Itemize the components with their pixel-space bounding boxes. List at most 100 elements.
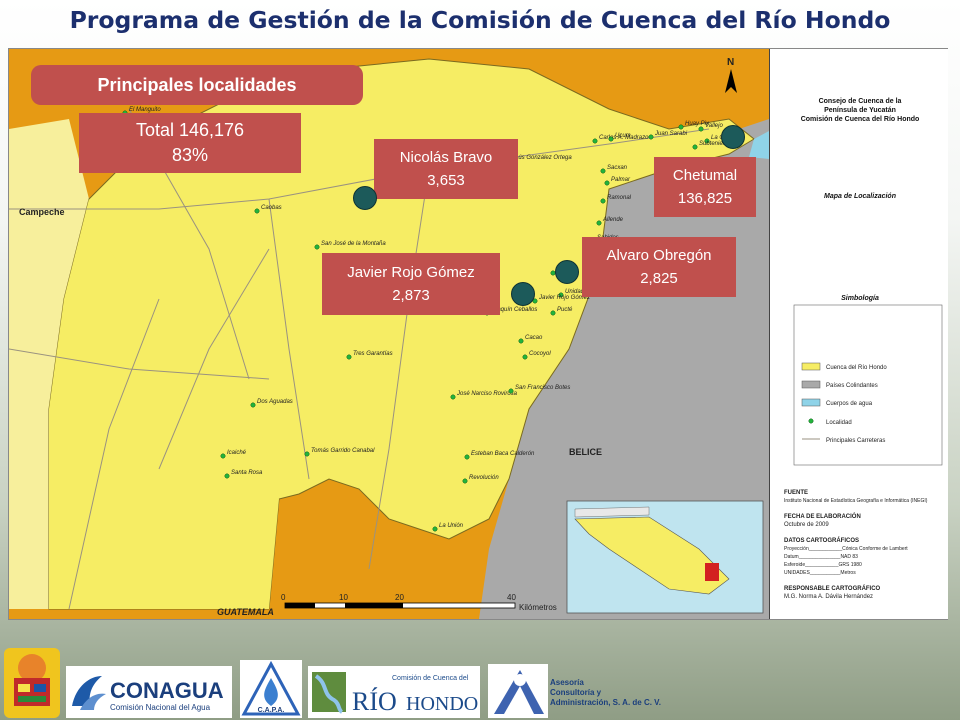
place-label: Javier Rojo Gómez [538, 295, 590, 301]
place-label: Joaquín Ceballos [490, 307, 537, 313]
callout-nicolas-bravo: Nicolás Bravo 3,653 [374, 139, 518, 199]
locality-dot [432, 526, 438, 532]
label-guatemala: GUATEMALA [217, 607, 274, 617]
callout-javier-name: Javier Rojo Gómez [347, 264, 475, 281]
rio-hondo-hondo: HONDO [406, 693, 478, 715]
locality-dot [518, 338, 524, 344]
place-label: Sacxan [607, 165, 628, 171]
svg-text:Octubre de 2009: Octubre de 2009 [784, 522, 829, 528]
place-label: Jesús González Ortega [508, 155, 572, 161]
label-belice: BELICE [569, 447, 602, 457]
callout-alvaro-name: Alvaro Obregón [606, 247, 712, 264]
logo-strip: CONAGUA Comisión Nacional del Agua C.A.P… [0, 646, 960, 720]
place-label: Tomás Garrido Canabal [311, 448, 375, 454]
place-label: Carlos A. Madrazo [599, 135, 649, 141]
map-frame: N Campeche BELICE GUATEMALA MorocoyEl Ma… [8, 48, 948, 620]
callout-javier-rojo-gomez: Javier Rojo Gómez 2,873 [322, 253, 500, 315]
callout-total: Total 146,176 83% [79, 113, 301, 173]
label-campeche: Campeche [19, 207, 65, 217]
locality-dot [648, 134, 654, 140]
place-label: Esteban Baca Calderón [471, 451, 535, 457]
place-label: San José de la Montaña [321, 241, 386, 247]
callout-principales-label: Principales localidades [97, 75, 297, 95]
place-label: Cocoyol [529, 351, 551, 357]
quintana-roo-seal [4, 648, 60, 718]
locality-dot [678, 124, 684, 130]
place-label: Revolución [469, 475, 499, 481]
callout-chetumal-name: Chetumal [672, 167, 738, 184]
locality-dot [600, 168, 606, 174]
locality-dot [314, 244, 320, 250]
legend-panel: Consejo de Cuenca de la Península de Yuc… [769, 49, 948, 619]
place-label: Santa Rosa [231, 470, 263, 476]
place-label: Caobas [261, 205, 282, 211]
locality-dot [220, 453, 226, 459]
svg-text:Proyección____________Cónica C: Proyección____________Cónica Conforme de… [784, 546, 908, 552]
asesoria-line-1: Asesoría [550, 678, 584, 687]
locality-dot [698, 126, 704, 132]
callout-total-percent: 83% [171, 145, 209, 165]
place-label: Tres Garantías [353, 351, 393, 357]
locality-dot [250, 402, 256, 408]
legend-item-1: Países Colindantes [826, 383, 878, 389]
pin-chetumal [721, 125, 745, 149]
locality-dot [224, 473, 230, 479]
legend-item-2: Cuerpos de agua [826, 401, 873, 407]
callout-principales: Principales localidades [31, 65, 363, 105]
locality-dot [346, 354, 352, 360]
place-label: Subteniente [699, 141, 732, 147]
svg-text:DATOS CARTOGRÁFICOS: DATOS CARTOGRÁFICOS [784, 537, 859, 544]
legend-org-3: Comisión de Cuenca del Río Hondo [801, 116, 920, 123]
place-label: El Manguito [129, 107, 161, 113]
asesoria-logo [488, 664, 548, 718]
svg-text:40: 40 [507, 593, 516, 602]
locality-dot [304, 451, 310, 457]
callout-alvaro-value: 2,825 [640, 270, 678, 287]
svg-text:M.G. Norma A. Dávila Hernández: M.G. Norma A. Dávila Hernández [784, 594, 873, 600]
locality-dot [462, 478, 468, 484]
locality-dot [558, 292, 564, 298]
svg-text:RESPONSABLE CARTOGRÁFICO: RESPONSABLE CARTOGRÁFICO [784, 585, 881, 592]
legend-item-0: Cuenca del Río Hondo [826, 365, 887, 371]
callout-nicolas-name: Nicolás Bravo [399, 149, 493, 166]
place-label: Dos Aguadas [257, 399, 293, 405]
place-label: José Narciso Rovirosa [456, 391, 518, 397]
svg-text:FUENTE: FUENTE [784, 490, 808, 496]
pin-nicolas-bravo [353, 186, 377, 210]
legend-item-3: Localidad [826, 420, 852, 426]
svg-text:N: N [727, 57, 734, 68]
asesoria-text: Asesoría Consultoría y Administración, S… [550, 678, 661, 708]
pin-alvaro-obregon [555, 260, 579, 284]
callout-javier-value: 2,873 [392, 287, 430, 304]
locality-dot [600, 198, 606, 204]
callout-chetumal-value: 136,825 [677, 190, 733, 207]
conagua-logo: CONAGUA Comisión Nacional del Agua [66, 666, 232, 718]
place-label: San Francisco Botes [515, 385, 570, 391]
inset-map [566, 500, 764, 614]
locality-dot [464, 454, 470, 460]
svg-text:Instituto Nacional de Estadíst: Instituto Nacional de Estadística Geogra… [784, 498, 928, 504]
asesoria-line-3: Administración, S. A. de C. V. [550, 698, 661, 707]
pin-javier-rojo-gomez [511, 282, 535, 306]
svg-text:0: 0 [281, 593, 286, 602]
locality-dot [604, 180, 610, 186]
place-label: Icaiché [227, 450, 247, 456]
north-arrow: N [725, 57, 737, 93]
svg-text:Datum_______________NAD 83: Datum_______________NAD 83 [784, 554, 858, 560]
conagua-name: CONAGUA [110, 678, 224, 703]
legend-org-1: Consejo de Cuenca de la [819, 98, 902, 105]
callout-chetumal: Chetumal 136,825 [654, 157, 756, 217]
roads [9, 108, 710, 610]
place-label: Palmar [611, 177, 631, 183]
capa-name: C.A.P.A. [258, 707, 285, 714]
callout-alvaro-obregon: Alvaro Obregón 2,825 [582, 237, 736, 297]
locality-dot [596, 220, 602, 226]
svg-text:UNIDADES___________Metros: UNIDADES___________Metros [784, 570, 856, 576]
place-label: Huay Pix [685, 121, 710, 127]
svg-text:20: 20 [395, 593, 404, 602]
place-label: Ucum [615, 133, 631, 139]
locality-dot [592, 138, 598, 144]
place-label: Vallejo [705, 123, 723, 129]
callout-nicolas-value: 3,653 [427, 172, 465, 189]
